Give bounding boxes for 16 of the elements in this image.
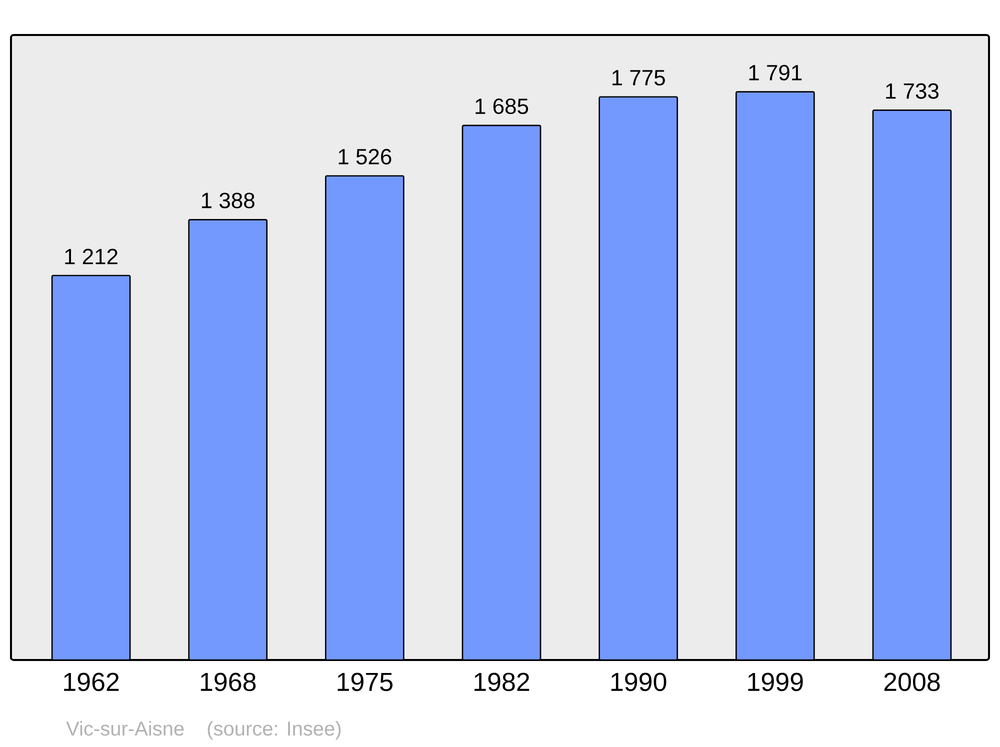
x-tick-label: 1990 xyxy=(611,672,666,692)
data-label: 1 733 xyxy=(886,83,939,99)
data-label: 1 791 xyxy=(749,64,802,80)
data-label: 1 775 xyxy=(612,70,665,86)
x-tick-label: 1982 xyxy=(474,672,530,692)
x-tick-label: 1975 xyxy=(338,672,392,692)
data-label: 1 526 xyxy=(338,148,392,164)
data-label: 1 212 xyxy=(65,248,118,264)
data-label: 1 388 xyxy=(202,192,254,208)
text: (source: Insee) xyxy=(208,721,341,740)
data-label: 1 685 xyxy=(476,98,528,114)
x-tick-label: 2008 xyxy=(884,672,940,692)
x-tick-label: 1968 xyxy=(200,672,256,692)
x-tick-label: 1999 xyxy=(748,672,803,692)
x-tick-label: 1962 xyxy=(64,672,119,692)
text: Vic-sur-Aisne xyxy=(66,721,184,736)
